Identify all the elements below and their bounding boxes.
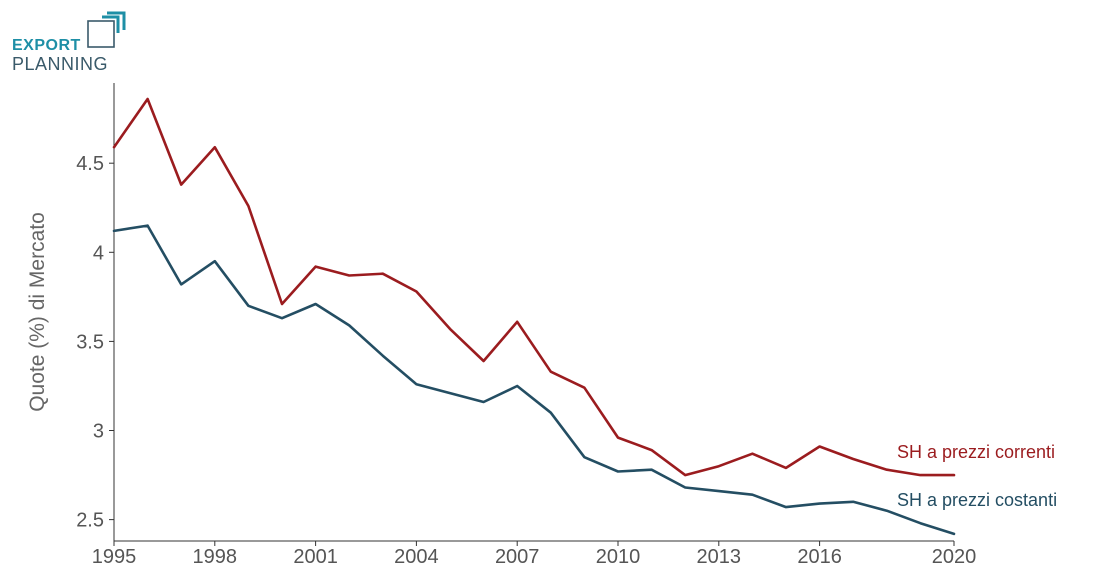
exportplanning-logo: EXPORT PLANNING: [12, 11, 126, 74]
series-label-costanti: SH a prezzi costanti: [897, 490, 1057, 510]
series-label-correnti: SH a prezzi correnti: [897, 442, 1055, 462]
x-ticks: 1995 1998 2001 2004 2007 2010 2013 2016 2020: [92, 541, 977, 568]
x-tick-label: 2016: [797, 546, 842, 568]
x-tick-label: 2010: [596, 546, 641, 568]
y-tick-label: 4.5: [76, 153, 104, 175]
y-tick-label: 2.5: [76, 510, 104, 532]
logo-square-outline: [87, 20, 115, 48]
logo-export-text: EXPORT: [12, 37, 81, 54]
x-tick-label: 2001: [293, 546, 338, 568]
y-tick-label: 4: [93, 242, 104, 264]
logo-planning-text: PLANNING: [12, 54, 108, 74]
x-tick-label: 1998: [193, 546, 238, 568]
x-tick-label: 1995: [92, 546, 137, 568]
series-line-costanti: [112, 224, 956, 536]
logo-corner-arrow: [102, 15, 120, 33]
chart-axes: [113, 83, 954, 542]
series-line-correnti: [112, 97, 956, 477]
x-tick-label: 2020: [932, 546, 977, 568]
x-tick-label: 2007: [495, 546, 540, 568]
y-ticks: 2.5 3 3.5 4 4.5: [76, 153, 114, 532]
x-tick-label: 2013: [697, 546, 742, 568]
y-tick-label: 3.5: [76, 331, 104, 353]
series-lines: [112, 97, 956, 536]
logo-corner-arrow-inner: [107, 11, 126, 30]
x-tick-label: 2004: [394, 546, 439, 568]
y-tick-label: 3: [93, 421, 104, 443]
y-axis-title: Quote (%) di Mercato: [26, 212, 49, 412]
